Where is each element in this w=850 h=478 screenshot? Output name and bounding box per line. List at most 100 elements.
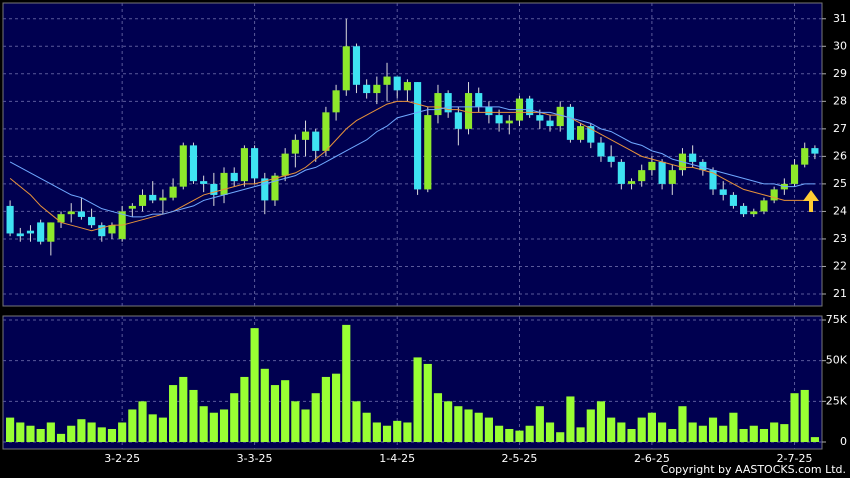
candle-body bbox=[464, 93, 473, 129]
volume-bar bbox=[444, 401, 453, 442]
volume-bar bbox=[464, 409, 473, 442]
candle-body bbox=[108, 225, 116, 234]
candle-body bbox=[220, 172, 228, 195]
volume-bar bbox=[637, 417, 646, 442]
volume-bar bbox=[362, 412, 371, 442]
volume-bar bbox=[780, 424, 789, 442]
volume-bar bbox=[6, 417, 15, 442]
candle-body bbox=[128, 205, 136, 209]
candle-body bbox=[373, 84, 381, 94]
volume-bar bbox=[423, 363, 432, 442]
volume-bar bbox=[484, 417, 493, 442]
volume-bar bbox=[67, 425, 76, 442]
candle-body bbox=[719, 189, 727, 195]
candle-body bbox=[261, 178, 269, 201]
volume-bar bbox=[97, 427, 106, 442]
candle-body bbox=[556, 106, 564, 127]
volume-bar bbox=[668, 428, 677, 442]
y-tick-label: 27 bbox=[833, 122, 847, 135]
candle-body bbox=[587, 126, 595, 143]
candle-body bbox=[363, 84, 371, 94]
candle-body bbox=[179, 145, 187, 187]
price-panel bbox=[2, 2, 823, 307]
volume-bar bbox=[281, 380, 290, 442]
volume-bar bbox=[301, 409, 310, 442]
volume-bar bbox=[393, 420, 402, 442]
candle-body bbox=[577, 126, 585, 140]
candle-body bbox=[760, 200, 768, 212]
volume-bar bbox=[759, 428, 769, 442]
volume-bar bbox=[586, 409, 595, 442]
volume-bar bbox=[617, 422, 626, 442]
volume-bar bbox=[688, 422, 697, 442]
y-tick-label: 21 bbox=[833, 287, 847, 300]
candle-body bbox=[627, 181, 636, 184]
candle-body bbox=[648, 161, 656, 171]
candle-body bbox=[536, 115, 544, 121]
candle-body bbox=[281, 153, 289, 176]
candle-body bbox=[230, 172, 238, 182]
y-tick-label: 29 bbox=[833, 67, 847, 80]
candle-body bbox=[169, 186, 177, 198]
candle-body bbox=[566, 106, 574, 140]
volume-bar bbox=[260, 368, 269, 442]
volume-bar bbox=[77, 419, 86, 442]
y-tick-label: 23 bbox=[833, 232, 847, 245]
volume-bar bbox=[433, 393, 443, 442]
volume-bar bbox=[118, 422, 127, 442]
candle-body bbox=[37, 222, 45, 242]
volume-bar bbox=[219, 409, 229, 442]
volume-bar bbox=[495, 425, 504, 442]
candle-body bbox=[88, 216, 96, 226]
y-tick-label: 28 bbox=[833, 94, 847, 107]
candle-body bbox=[750, 211, 758, 215]
x-tick-label: 2-5-25 bbox=[502, 452, 538, 465]
y-tick-label: 22 bbox=[833, 259, 847, 272]
x-tick-label: 2-7-25 bbox=[777, 452, 813, 465]
volume-bar bbox=[230, 393, 239, 442]
candle-body bbox=[16, 233, 24, 237]
volume-bar bbox=[535, 406, 544, 442]
volume-bar bbox=[382, 425, 392, 442]
y-tick-label: 75K bbox=[826, 313, 848, 326]
volume-bar bbox=[209, 412, 218, 442]
volume-bar bbox=[240, 376, 249, 442]
volume-bar bbox=[372, 422, 381, 442]
volume-bar bbox=[596, 401, 606, 442]
volume-bar bbox=[505, 428, 514, 442]
candle-body bbox=[240, 148, 248, 182]
volume-bar bbox=[800, 389, 809, 442]
volume-bar bbox=[87, 422, 96, 442]
candle-body bbox=[597, 142, 605, 157]
volume-bar bbox=[403, 422, 412, 442]
volume-bar bbox=[291, 401, 300, 442]
y-tick-label: 25K bbox=[826, 394, 848, 407]
candle-body bbox=[189, 145, 198, 182]
moving-average-line bbox=[9, 106, 815, 218]
candle-body bbox=[98, 225, 106, 237]
volume-bar bbox=[199, 406, 208, 442]
volume-bar bbox=[698, 425, 707, 442]
volume-bar bbox=[107, 428, 117, 442]
volume-bar bbox=[810, 437, 819, 442]
volume-bar bbox=[26, 425, 35, 442]
volume-bar bbox=[474, 412, 483, 442]
candle-body bbox=[312, 131, 320, 151]
candle-body bbox=[475, 93, 483, 107]
volume-bar bbox=[739, 428, 748, 442]
y-tick-label: 31 bbox=[833, 12, 847, 25]
candle-body bbox=[689, 153, 697, 162]
candle-body bbox=[709, 170, 717, 190]
volume-bar bbox=[321, 376, 330, 442]
candle-body bbox=[424, 115, 432, 190]
volume-bar bbox=[189, 389, 198, 442]
candle-body bbox=[210, 183, 218, 195]
y-tick-label: 26 bbox=[833, 149, 847, 162]
volume-bar bbox=[270, 385, 280, 442]
candle-body bbox=[47, 222, 55, 242]
volume-bar bbox=[729, 412, 738, 442]
candle-body bbox=[495, 115, 503, 124]
volume-bar bbox=[678, 406, 687, 442]
volume-bar bbox=[770, 422, 779, 442]
candle-body bbox=[526, 98, 534, 116]
